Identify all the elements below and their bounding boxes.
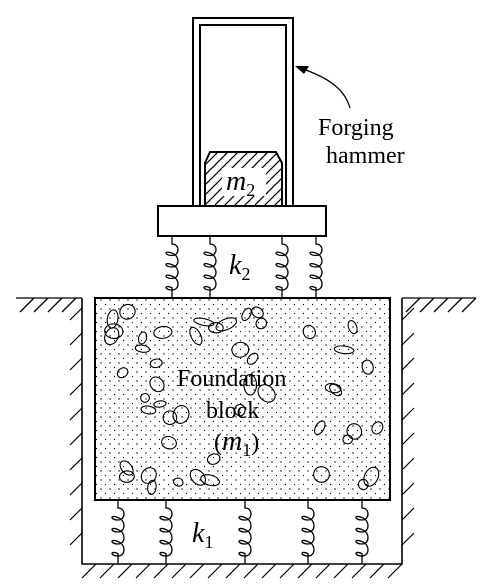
aggregate-pebble <box>251 306 264 319</box>
aggregate-pebble <box>234 403 246 417</box>
aggregate-pebble <box>200 474 221 487</box>
pit-wall-hatch-left <box>69 307 83 546</box>
label-lower-stiffness: k1 <box>192 518 213 552</box>
upper-spring-4 <box>309 236 323 298</box>
lower-spring-3 <box>238 500 252 564</box>
aggregate-pebble <box>346 423 363 440</box>
hammer-pointer-arrow <box>295 66 351 109</box>
aggregate-pebble <box>371 421 384 435</box>
lower-springs <box>111 500 369 564</box>
aggregate-pebble <box>329 383 343 397</box>
aggregate-pebble <box>172 477 184 487</box>
hammer-base-plate <box>157 205 327 237</box>
aggregate-pebble <box>119 460 134 476</box>
aggregate-pebble <box>357 478 369 491</box>
aggregate-pebble <box>246 352 259 365</box>
ground-left <box>16 297 82 313</box>
upper-stiffness-symbol: k <box>229 250 242 281</box>
label-hammer-mass: m2 <box>226 166 255 200</box>
concrete-aggregate <box>104 303 384 496</box>
lower-spring-4 <box>301 500 315 564</box>
aggregate-pebble <box>257 384 276 403</box>
aggregate-pebble <box>116 367 129 379</box>
aggregate-pebble <box>106 309 119 329</box>
aggregate-pebble <box>153 325 173 339</box>
pit <box>81 298 403 565</box>
label-block: block <box>206 398 259 424</box>
aggregate-pebble <box>162 410 178 426</box>
aggregate-pebble <box>361 359 374 375</box>
aggregate-pebble <box>231 341 250 358</box>
foundation-mass-subscript: 1 <box>242 440 251 460</box>
aggregate-pebble <box>363 466 380 487</box>
aggregate-pebble <box>189 326 203 346</box>
aggregate-pebble <box>149 376 165 393</box>
aggregate-pebble <box>161 435 177 450</box>
lower-spring-1 <box>111 500 125 564</box>
lower-spring-5 <box>355 500 369 564</box>
foundation-block <box>94 297 391 501</box>
pit-wall-hatch-right <box>401 307 415 546</box>
aggregate-pebble <box>104 327 120 346</box>
aggregate-pebble <box>140 405 157 415</box>
aggregate-pebble <box>172 405 190 424</box>
label-hammer: hammer <box>326 143 405 169</box>
aggregate-pebble <box>302 324 316 340</box>
label-upper-stiffness: k2 <box>229 250 250 284</box>
hammer-mass-symbol: m <box>226 166 246 197</box>
foundation-mass-open: ( <box>214 430 222 456</box>
aggregate-pebble <box>342 434 354 445</box>
foundation-mass-symbol: m <box>222 426 242 457</box>
upper-spring-1 <box>165 236 179 298</box>
aggregate-pebble <box>104 323 124 340</box>
aggregate-pebble <box>333 345 355 355</box>
aggregate-pebble <box>137 331 148 345</box>
aggregate-pebble <box>313 466 330 483</box>
aggregate-pebble <box>134 344 151 353</box>
label-foundation-mass: (m1) <box>214 426 259 460</box>
pit-floor-hatch <box>81 563 403 579</box>
upper-stiffness-subscript: 2 <box>241 264 250 284</box>
aggregate-pebble <box>147 479 157 496</box>
aggregate-pebble <box>189 468 207 486</box>
aggregate-pebble <box>255 317 268 330</box>
aggregate-pebble <box>347 320 358 335</box>
aggregate-pebble <box>153 400 167 408</box>
lower-spring-2 <box>159 500 173 564</box>
aggregate-pebble <box>193 317 215 327</box>
upper-spring-2 <box>203 236 217 298</box>
aggregate-pebble <box>119 303 136 320</box>
aggregate-pebble <box>206 453 221 465</box>
upper-springs <box>165 236 323 298</box>
aggregate-pebble <box>118 470 135 483</box>
ground-right <box>402 297 477 313</box>
aggregate-pebble <box>243 373 258 396</box>
aggregate-pebble <box>324 382 342 394</box>
label-foundation: Foundation <box>177 366 286 392</box>
aggregate-pebble <box>140 467 157 484</box>
label-forging: Forging <box>318 115 394 141</box>
lower-stiffness-symbol: k <box>192 518 205 549</box>
aggregate-pebble <box>208 322 224 334</box>
aggregate-pebble <box>314 420 326 436</box>
upper-spring-3 <box>275 236 289 298</box>
lower-stiffness-subscript: 1 <box>204 532 213 552</box>
aggregate-pebble <box>140 392 150 403</box>
aggregate-pebble <box>149 358 163 369</box>
aggregate-pebble <box>215 317 238 332</box>
aggregate-pebble <box>241 307 252 322</box>
foundation-mass-close: ) <box>251 430 259 456</box>
hammer-mass-subscript: 2 <box>246 180 255 200</box>
